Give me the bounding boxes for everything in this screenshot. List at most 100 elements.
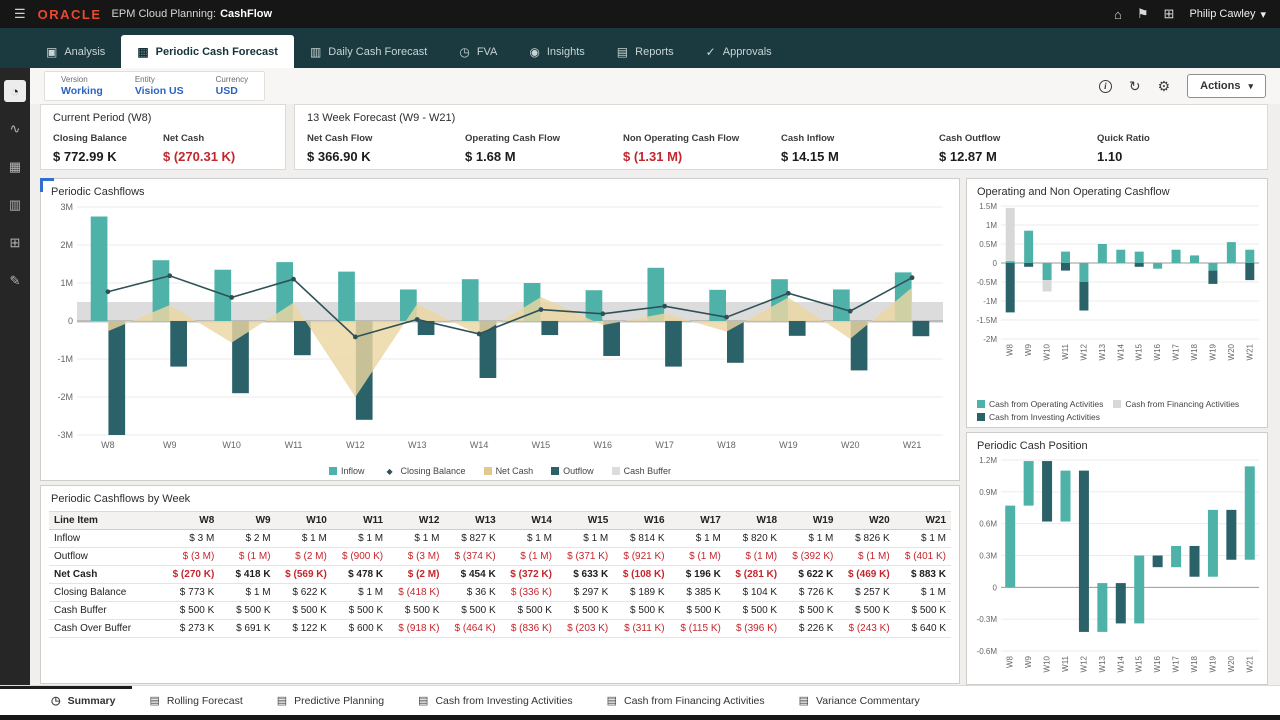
table-cell[interactable]: $ 1 M [275, 529, 332, 548]
table-cell[interactable]: $ 500 K [669, 601, 726, 620]
table-cell[interactable]: $ 122 K [275, 619, 332, 638]
table-cell[interactable]: $ 826 K [838, 529, 895, 548]
table-cell[interactable]: $ 478 K [331, 565, 389, 584]
table-cell[interactable]: $ (418 K) [388, 583, 445, 602]
table-cell[interactable]: $ (2 M) [275, 547, 332, 566]
table-cell[interactable]: $ (1 M) [669, 547, 726, 566]
table-cell[interactable]: $ (1 M) [725, 547, 783, 566]
table-cell[interactable]: $ (2 M) [388, 565, 445, 584]
table-cell[interactable]: $ (396 K) [725, 619, 783, 638]
table-cell[interactable]: $ 622 K [782, 565, 839, 584]
table-cell[interactable]: $ 500 K [613, 601, 670, 620]
table-cell[interactable]: $ 1 M [782, 529, 839, 548]
tab-daily-cash-forecast[interactable]: ▥ Daily Cash Forecast [294, 35, 443, 68]
pov-version[interactable]: Version Working [45, 74, 119, 98]
table-cell[interactable]: $ 500 K [275, 601, 332, 620]
table-cell[interactable]: $ (270 K) [163, 565, 220, 584]
tab-summary[interactable]: ◷ Summary [0, 686, 133, 715]
table-cell[interactable]: $ 726 K [782, 583, 839, 602]
table-cell[interactable]: $ 2 M [219, 529, 276, 548]
tab-periodic-cash-forecast[interactable]: ▦ Periodic Cash Forecast [121, 35, 294, 68]
table-cell[interactable]: $ 1 M [331, 583, 389, 602]
table-cell[interactable]: $ 1 M [331, 529, 389, 548]
table-cell[interactable]: $ 3 M [163, 529, 220, 548]
table-cell[interactable]: $ 454 K [444, 565, 501, 584]
table-cell[interactable]: $ 691 K [219, 619, 276, 638]
table-cell[interactable]: $ (371 K) [556, 547, 614, 566]
table-cell[interactable]: $ 500 K [331, 601, 389, 620]
table-cell[interactable]: $ (1 M) [219, 547, 276, 566]
table-cell[interactable]: $ 820 K [725, 529, 783, 548]
table-cell[interactable]: $ 1 M [894, 583, 951, 602]
table-cell[interactable]: $ 500 K [894, 601, 951, 620]
pov-entity[interactable]: Entity Vision US [119, 74, 200, 98]
table-cell[interactable]: $ 773 K [163, 583, 220, 602]
table-cell[interactable]: $ (115 K) [669, 619, 726, 638]
table-cell[interactable]: $ 622 K [275, 583, 332, 602]
table-cell[interactable]: $ 500 K [725, 601, 783, 620]
table-cell[interactable]: $ (311 K) [613, 619, 670, 638]
refresh-icon[interactable]: ↻ [1128, 78, 1141, 94]
table-cell[interactable]: $ 633 K [556, 565, 614, 584]
table-cell[interactable]: $ 883 K [894, 565, 951, 584]
sidebar-trend-chart-icon[interactable]: ∿ [9, 121, 21, 136]
table-cell[interactable]: $ (108 K) [613, 565, 670, 584]
tab-fva[interactable]: ◷ FVA [443, 35, 513, 68]
table-cell[interactable]: $ (1 M) [500, 547, 557, 566]
info-icon[interactable]: i [1098, 79, 1112, 93]
table-cell[interactable]: $ 226 K [782, 619, 839, 638]
table-cell[interactable]: $ 1 M [500, 529, 557, 548]
sidebar-bar-chart-icon[interactable]: ▥ [8, 197, 22, 212]
actions-button[interactable]: Actions ▾ [1187, 74, 1266, 98]
table-cell[interactable]: $ 500 K [782, 601, 839, 620]
table-cell[interactable]: $ 1 M [894, 529, 951, 548]
table-cell[interactable]: $ 104 K [725, 583, 783, 602]
notifications-icon[interactable]: ⚑ [1136, 6, 1149, 21]
pov-currency[interactable]: Currency USD [200, 74, 264, 98]
sidebar-calculator-icon[interactable]: ⊞ [9, 235, 21, 250]
table-cell[interactable]: $ 36 K [444, 583, 501, 602]
user-menu[interactable]: Philip Cawley ▾ [1189, 8, 1266, 21]
table-cell[interactable]: $ 500 K [219, 601, 276, 620]
table-cell[interactable]: $ (336 K) [500, 583, 557, 602]
tab-insights[interactable]: ◉ Insights [513, 35, 600, 68]
table-cell[interactable]: $ (203 K) [556, 619, 614, 638]
gear-icon[interactable]: ⚙ [1157, 78, 1171, 94]
table-cell[interactable]: $ 500 K [500, 601, 557, 620]
table-cell[interactable]: $ (372 K) [500, 565, 557, 584]
table-cell[interactable]: $ 297 K [556, 583, 614, 602]
table-cell[interactable]: $ 500 K [556, 601, 614, 620]
table-cell[interactable]: $ 385 K [669, 583, 726, 602]
table-cell[interactable]: $ (3 M) [388, 547, 445, 566]
table-cell[interactable]: $ 257 K [838, 583, 895, 602]
table-cell[interactable]: $ (569 K) [275, 565, 332, 584]
tab-approvals[interactable]: ✓ Approvals [690, 35, 788, 68]
periodic-cash-position-chart[interactable]: 1.2M 0.9M 0.6M 0.3M 0 -0.3M -0.6M W8 W9 W10 W11 W12… [971, 455, 1263, 679]
tab-reports[interactable]: ▤ Reports [601, 35, 690, 68]
navigator-icon[interactable]: ⊞ [1163, 6, 1175, 21]
table-cell[interactable]: $ 273 K [163, 619, 220, 638]
sidebar-edit-form-icon[interactable]: ✎ [9, 273, 21, 288]
table-cell[interactable]: $ 500 K [444, 601, 501, 620]
home-icon[interactable]: ⌂ [1114, 6, 1122, 22]
table-cell[interactable]: $ (374 K) [444, 547, 501, 566]
table-cell[interactable]: $ (1 M) [838, 547, 895, 566]
table-cell[interactable]: $ 1 M [219, 583, 276, 602]
tab-variance-commentary[interactable]: ▤ Variance Commentary [798, 694, 920, 708]
table-cell[interactable]: $ (243 K) [838, 619, 895, 638]
table-cell[interactable]: $ (392 K) [782, 547, 839, 566]
tab-predictive-planning[interactable]: ▤ Predictive Planning [276, 694, 385, 708]
table-cell[interactable]: $ (401 K) [894, 547, 951, 566]
table-cell[interactable]: $ 1 M [669, 529, 726, 548]
table-cell[interactable]: $ 827 K [444, 529, 501, 548]
hamburger-menu-icon[interactable]: ☰ [14, 6, 26, 21]
table-cell[interactable]: $ (469 K) [838, 565, 895, 584]
periodic-cashflows-chart[interactable]: 3M 2M 1M 0 -1M -2M -3M W8 W9 W10 W11 W12 W13 W14 W15 W1… [45, 201, 955, 457]
table-cell[interactable]: $ (836 K) [500, 619, 557, 638]
tab-cash-from-investing-activities[interactable]: ▤ Cash from Investing Activities [418, 694, 573, 708]
sidebar-summary-chart-icon[interactable]: ◔ [4, 80, 26, 102]
tab-analysis[interactable]: ▣ Analysis [30, 35, 121, 68]
table-cell[interactable]: $ 196 K [669, 565, 726, 584]
sidebar-grid-icon[interactable]: ▦ [8, 159, 22, 174]
table-cell[interactable]: $ 500 K [163, 601, 220, 620]
